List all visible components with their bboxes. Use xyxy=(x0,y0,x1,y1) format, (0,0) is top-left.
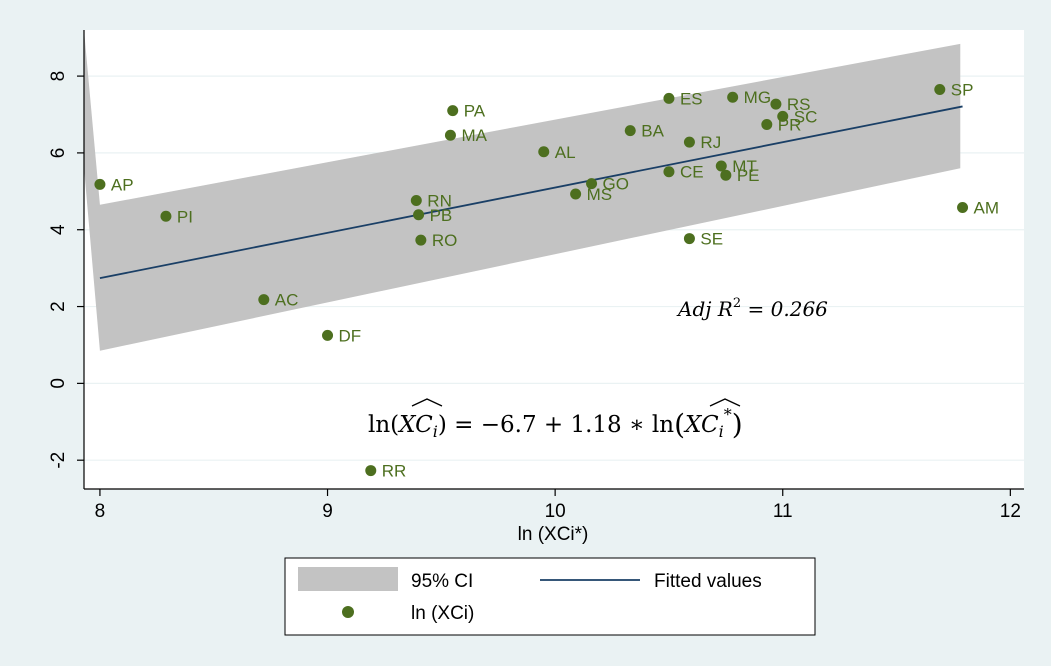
data-point xyxy=(727,92,738,103)
data-point xyxy=(684,233,695,244)
y-tick-label: 6 xyxy=(48,148,69,159)
y-tick-label: 2 xyxy=(48,301,69,312)
point-label: PA xyxy=(464,102,486,121)
point-label: SE xyxy=(700,230,723,249)
legend: 95% CI Fitted values ln (XCi) xyxy=(285,558,815,635)
point-label: RO xyxy=(432,231,458,250)
point-label: PE xyxy=(737,166,760,185)
legend-dot-swatch xyxy=(342,606,354,618)
x-tick-label: 12 xyxy=(1000,501,1021,522)
point-label: MA xyxy=(461,126,487,145)
point-label: ES xyxy=(680,89,703,108)
data-point xyxy=(570,189,581,200)
data-point xyxy=(365,465,376,476)
point-label: AP xyxy=(111,175,134,194)
legend-ci-label: 95% CI xyxy=(411,571,473,592)
point-label: RR xyxy=(382,462,407,481)
data-point xyxy=(258,294,269,305)
data-point xyxy=(625,125,636,136)
data-point xyxy=(94,179,105,190)
data-point xyxy=(413,209,424,220)
data-point xyxy=(160,211,171,222)
data-point xyxy=(770,99,781,110)
y-tick-label: 8 xyxy=(48,71,69,82)
data-point xyxy=(684,137,695,148)
data-point xyxy=(663,93,674,104)
point-label: PR xyxy=(778,115,802,134)
adj-r2-annotation: Adj R2 = 0.266 xyxy=(676,296,828,321)
y-tick-label: -2 xyxy=(48,452,69,469)
data-point xyxy=(415,235,426,246)
y-tick-label: 0 xyxy=(48,378,69,389)
data-point xyxy=(538,146,549,157)
point-label: AL xyxy=(555,143,576,162)
data-point xyxy=(322,330,333,341)
data-point xyxy=(445,130,456,141)
data-point xyxy=(934,84,945,95)
point-label: DF xyxy=(339,326,362,345)
legend-dot-label: ln (XCi) xyxy=(411,603,474,624)
point-label: SP xyxy=(951,81,974,100)
point-label: AC xyxy=(275,291,299,310)
y-tick-label: 4 xyxy=(48,224,69,235)
x-tick-label: 8 xyxy=(95,501,106,522)
x-tick-label: 9 xyxy=(322,501,333,522)
point-label: RJ xyxy=(700,133,721,152)
data-point xyxy=(663,166,674,177)
point-label: GO xyxy=(603,175,629,194)
r2-superscript: 2 xyxy=(733,296,741,311)
data-point xyxy=(761,119,772,130)
data-point xyxy=(720,170,731,181)
data-point xyxy=(411,195,422,206)
point-label: PI xyxy=(177,207,193,226)
point-label: CE xyxy=(680,163,704,182)
data-point xyxy=(447,105,458,116)
legend-fit-label: Fitted values xyxy=(654,571,762,592)
data-point xyxy=(957,202,968,213)
point-label: PB xyxy=(430,206,453,225)
point-label: MG xyxy=(744,88,771,107)
x-tick-label: 11 xyxy=(773,501,793,522)
r2-label: Adj R xyxy=(676,297,733,321)
legend-ci-swatch xyxy=(298,567,398,591)
point-label: BA xyxy=(641,122,664,141)
x-tick-label: 10 xyxy=(545,501,566,522)
point-label: AM xyxy=(974,198,1000,217)
x-axis-title: ln (XCi*) xyxy=(518,524,589,545)
